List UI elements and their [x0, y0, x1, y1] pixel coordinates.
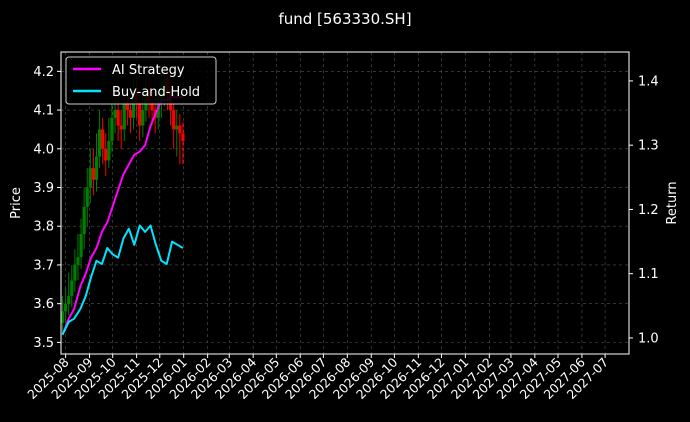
candle-body [138, 102, 142, 126]
y2-tick-label: 1.2 [638, 203, 659, 218]
y2-tick-label: 1.3 [638, 139, 659, 154]
legend: AI Strategy Buy-and-Hold [65, 56, 217, 105]
y-tick-label: 4.0 [33, 142, 54, 157]
y-tick-label: 3.8 [33, 220, 54, 235]
candle-body [101, 129, 105, 149]
candle-body [116, 110, 120, 126]
candle-body [97, 129, 102, 157]
y-tick-label: 3.6 [33, 297, 54, 312]
candle-body [113, 110, 117, 118]
candle-body [79, 233, 83, 258]
candle-body [178, 125, 182, 134]
candle-body [141, 110, 145, 126]
candle-body [67, 295, 71, 304]
grid [61, 52, 629, 354]
candle-body [150, 102, 154, 111]
candle-body [88, 168, 92, 188]
candle-body [64, 303, 68, 312]
candle-body [82, 206, 86, 234]
candle-body [76, 257, 80, 265]
candle-body [110, 117, 114, 142]
y-axis-label: Price [9, 187, 24, 219]
candle-body [122, 102, 126, 130]
legend-label-buy-and-hold: Buy-and-Hold [112, 85, 200, 100]
candle-body [107, 141, 111, 161]
y-tick-label: 3.9 [33, 181, 54, 196]
candle-body [172, 110, 176, 130]
legend-box [65, 56, 217, 105]
legend-label-ai-strategy: AI Strategy [112, 63, 185, 78]
candle-body [91, 168, 96, 180]
candle-body [60, 311, 65, 324]
y2-tick-label: 1.1 [638, 267, 659, 282]
candle-body [70, 280, 74, 296]
y-tick-label: 3.7 [33, 258, 54, 273]
left-y-axis-ticks: 3.5 3.6 3.7 3.8 3.9 4.0 4.1 4.2 [33, 65, 61, 351]
y2-tick-label: 1.4 [638, 74, 659, 89]
chart-title: fund [563330.SH] [278, 10, 411, 28]
candle-body [85, 187, 89, 207]
y-tick-label: 4.1 [33, 104, 54, 119]
series-line-buy-and-hold [61, 224, 184, 336]
candle-body [181, 133, 185, 142]
candle-body [125, 102, 129, 111]
plot-frame [60, 51, 630, 355]
candle-body [73, 264, 77, 281]
candle-body [128, 110, 133, 118]
y2-tick-label: 1.0 [638, 331, 659, 346]
candle-body [119, 125, 123, 130]
candle-body [94, 156, 99, 180]
right-y-axis-ticks: 1.0 1.1 1.2 1.3 1.4 [629, 74, 659, 346]
y-tick-label: 4.2 [33, 65, 54, 80]
candle-body [175, 125, 179, 130]
y2-axis-label: Return [665, 181, 680, 224]
candle-body [104, 148, 108, 161]
y-tick-label: 3.5 [33, 336, 54, 351]
candle-body [156, 102, 160, 118]
